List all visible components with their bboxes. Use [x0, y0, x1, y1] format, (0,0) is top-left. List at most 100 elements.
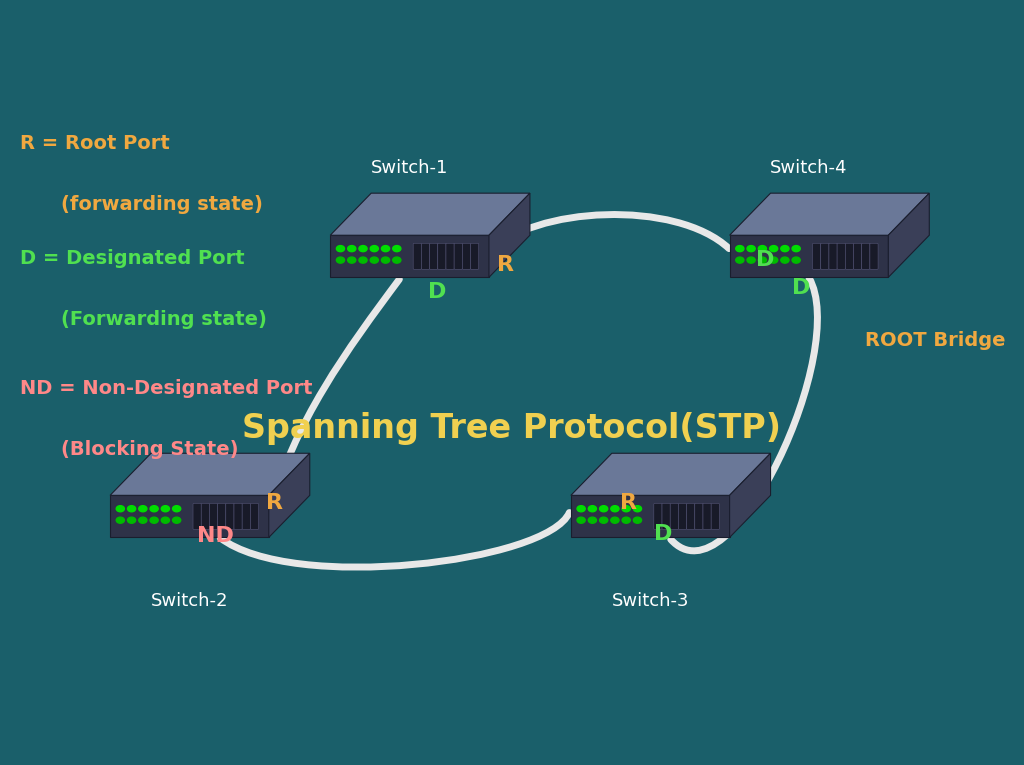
Circle shape: [371, 257, 379, 263]
FancyBboxPatch shape: [711, 503, 719, 529]
Circle shape: [748, 257, 756, 263]
Text: Switch-4: Switch-4: [770, 159, 848, 177]
Circle shape: [127, 506, 135, 512]
Polygon shape: [729, 193, 930, 236]
FancyBboxPatch shape: [471, 243, 479, 269]
Circle shape: [127, 517, 135, 523]
Circle shape: [758, 257, 766, 263]
FancyBboxPatch shape: [838, 243, 846, 269]
FancyBboxPatch shape: [446, 243, 455, 269]
FancyBboxPatch shape: [463, 243, 471, 269]
Text: R: R: [498, 256, 514, 275]
FancyBboxPatch shape: [678, 503, 686, 529]
Circle shape: [735, 257, 744, 263]
FancyBboxPatch shape: [829, 243, 838, 269]
Text: ND: ND: [197, 526, 233, 545]
Circle shape: [633, 517, 641, 523]
Circle shape: [600, 517, 608, 523]
Circle shape: [600, 506, 608, 512]
Text: (forwarding state): (forwarding state): [61, 195, 263, 214]
FancyBboxPatch shape: [250, 503, 258, 529]
FancyBboxPatch shape: [862, 243, 870, 269]
Text: D: D: [654, 524, 673, 544]
Text: Switch-3: Switch-3: [611, 591, 689, 610]
Text: R: R: [266, 493, 283, 513]
Circle shape: [735, 246, 744, 252]
Circle shape: [588, 506, 596, 512]
Polygon shape: [268, 453, 309, 538]
Text: Switch-2: Switch-2: [151, 591, 228, 610]
Circle shape: [161, 517, 169, 523]
Text: D: D: [428, 282, 446, 302]
Polygon shape: [571, 453, 771, 496]
Circle shape: [348, 257, 356, 263]
Circle shape: [610, 517, 618, 523]
FancyBboxPatch shape: [233, 503, 243, 529]
Circle shape: [770, 246, 778, 252]
Circle shape: [770, 257, 778, 263]
FancyBboxPatch shape: [702, 503, 711, 529]
Circle shape: [793, 246, 801, 252]
Circle shape: [336, 246, 344, 252]
FancyBboxPatch shape: [422, 243, 430, 269]
Polygon shape: [111, 453, 309, 496]
FancyBboxPatch shape: [193, 503, 201, 529]
Circle shape: [578, 517, 586, 523]
FancyBboxPatch shape: [414, 243, 422, 269]
Circle shape: [172, 506, 180, 512]
FancyBboxPatch shape: [653, 503, 662, 529]
FancyBboxPatch shape: [217, 503, 225, 529]
FancyBboxPatch shape: [854, 243, 862, 269]
Circle shape: [172, 517, 180, 523]
FancyBboxPatch shape: [870, 243, 879, 269]
FancyBboxPatch shape: [694, 503, 702, 529]
Circle shape: [578, 506, 586, 512]
Polygon shape: [729, 236, 889, 277]
Polygon shape: [489, 193, 530, 277]
FancyBboxPatch shape: [846, 243, 854, 269]
Circle shape: [633, 506, 641, 512]
Text: Switch-1: Switch-1: [371, 159, 449, 177]
Circle shape: [359, 246, 368, 252]
Circle shape: [336, 257, 344, 263]
Circle shape: [371, 246, 379, 252]
Text: Spanning Tree Protocol(STP): Spanning Tree Protocol(STP): [243, 412, 781, 445]
Circle shape: [116, 517, 125, 523]
Text: (Blocking State): (Blocking State): [61, 440, 239, 459]
FancyBboxPatch shape: [670, 503, 678, 529]
Circle shape: [348, 246, 356, 252]
Circle shape: [138, 517, 147, 523]
Circle shape: [781, 246, 790, 252]
Circle shape: [748, 246, 756, 252]
Circle shape: [392, 246, 401, 252]
Polygon shape: [330, 236, 489, 277]
FancyBboxPatch shape: [225, 503, 233, 529]
Circle shape: [623, 517, 631, 523]
Circle shape: [150, 517, 158, 523]
Polygon shape: [729, 453, 771, 538]
Circle shape: [150, 506, 158, 512]
Circle shape: [623, 506, 631, 512]
Text: ND = Non-Designated Port: ND = Non-Designated Port: [20, 379, 313, 398]
Circle shape: [381, 246, 389, 252]
Circle shape: [588, 517, 596, 523]
Circle shape: [359, 257, 368, 263]
FancyBboxPatch shape: [242, 503, 250, 529]
Text: (Forwarding state): (Forwarding state): [61, 310, 267, 329]
FancyBboxPatch shape: [210, 503, 218, 529]
FancyBboxPatch shape: [430, 243, 438, 269]
Circle shape: [781, 257, 790, 263]
Polygon shape: [330, 193, 530, 236]
FancyBboxPatch shape: [438, 243, 446, 269]
Circle shape: [392, 257, 401, 263]
Text: R: R: [621, 493, 637, 513]
FancyBboxPatch shape: [201, 503, 210, 529]
Text: ROOT Bridge: ROOT Bridge: [865, 331, 1006, 350]
Text: D = Designated Port: D = Designated Port: [20, 249, 245, 268]
Polygon shape: [889, 193, 930, 277]
Text: D: D: [792, 278, 810, 298]
FancyBboxPatch shape: [662, 503, 670, 529]
Polygon shape: [111, 496, 268, 538]
Circle shape: [138, 506, 147, 512]
Circle shape: [161, 506, 169, 512]
